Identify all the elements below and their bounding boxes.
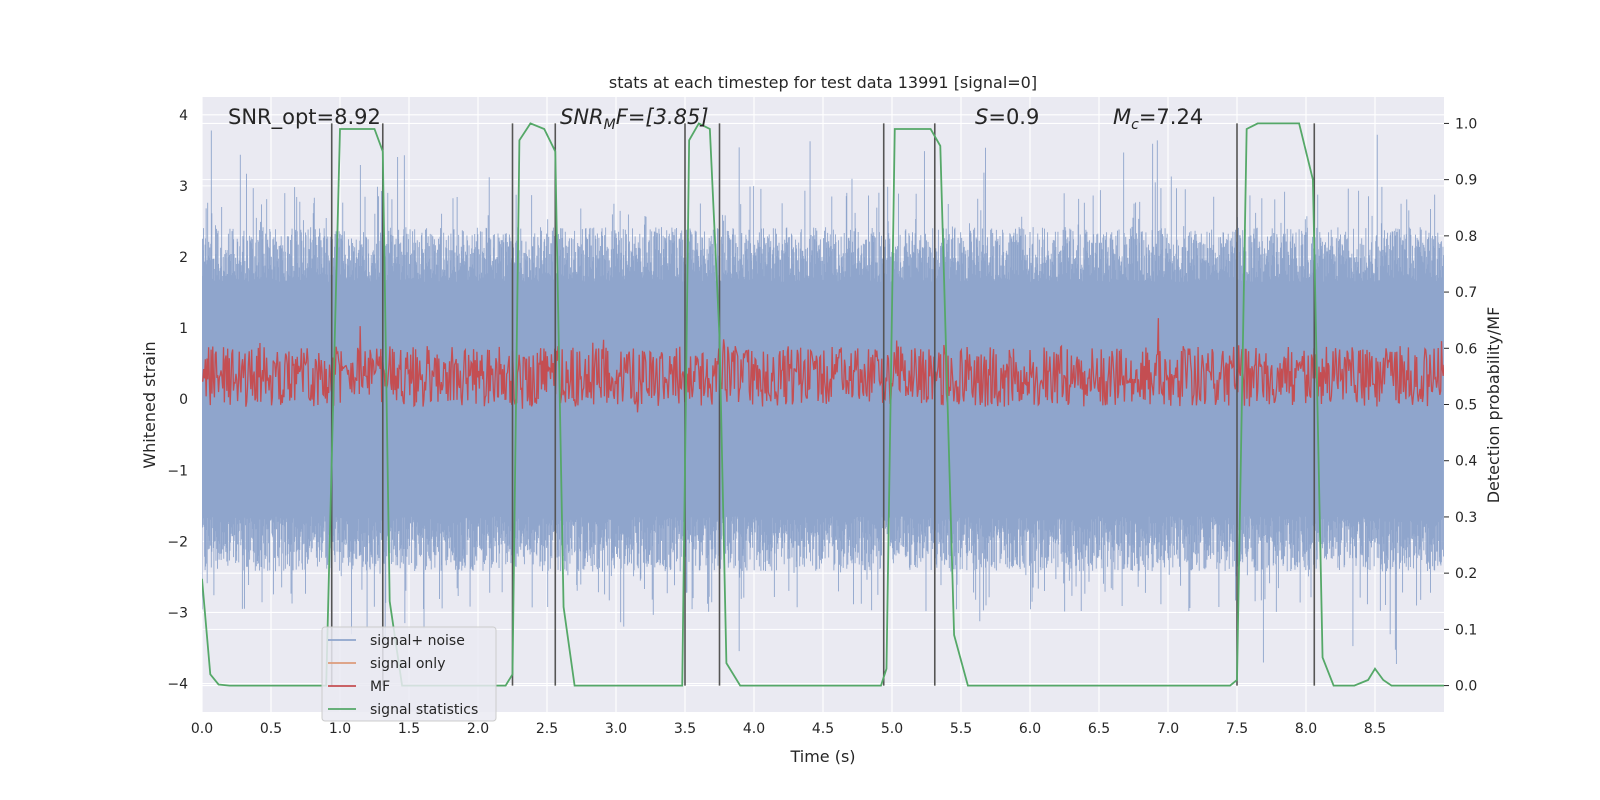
x-axis-ticks: 0.0 0.5 1.0 1.5 2.0 2.5 3.0 3.5 4.0 4.5 5.0 5.5 6.0 6… (191, 721, 1386, 737)
y2-axis-ticks: 1.0 0.9 0.8 0.7 0.6 0.5 0.4 0.3 0.2 0.1 0.0 (1444, 116, 1477, 695)
x-tick-label: 2.0 (467, 721, 489, 737)
y2-tick-label: 0.8 (1455, 229, 1477, 245)
y-tick-label: 1 (179, 321, 188, 337)
y-tick-label: −1 (167, 463, 188, 479)
y2-tick-label: 0.3 (1455, 510, 1477, 526)
y-tick-label: −2 (167, 534, 188, 550)
s-annotation: S=0.9 (975, 105, 1039, 129)
y-tick-label: 0 (179, 392, 188, 408)
y2-tick-label: 0.7 (1455, 285, 1477, 301)
x-tick-label: 5.5 (950, 721, 972, 737)
y2-tick-label: 0.6 (1455, 341, 1477, 357)
y2-tick-label: 0.5 (1455, 398, 1477, 414)
x-tick-label: 6.0 (1019, 721, 1041, 737)
y2-tick-label: 0.9 (1455, 173, 1477, 189)
x-tick-label: 8.0 (1295, 721, 1317, 737)
legend-label-mf: MF (370, 679, 390, 695)
y-tick-label: 3 (179, 179, 188, 195)
chart-title: stats at each timestep for test data 139… (609, 73, 1037, 92)
y-axis-label: Whitened strain (140, 341, 159, 468)
x-tick-label: 6.5 (1088, 721, 1110, 737)
y-tick-label: −4 (167, 677, 188, 693)
mc-annotation: Mc=7.24 (1113, 105, 1203, 133)
x-tick-label: 7.0 (1157, 721, 1179, 737)
x-tick-label: 2.5 (536, 721, 558, 737)
x-tick-label: 5.0 (881, 721, 903, 737)
x-tick-label: 4.5 (812, 721, 834, 737)
signal-statistics-line (202, 122, 1444, 687)
legend-box (321, 626, 497, 722)
snr-opt-annotation: SNR_opt=8.92 (228, 105, 381, 130)
legend-label-signal-statistics: signal statistics (370, 702, 478, 718)
y2-tick-label: 0.0 (1455, 679, 1477, 695)
x-tick-label: 3.0 (605, 721, 627, 737)
x-tick-label: 3.5 (674, 721, 696, 737)
x-axis-label: Time (s) (789, 747, 855, 766)
y2-tick-label: 1.0 (1455, 116, 1477, 132)
legend-label-signal-only: signal only (370, 656, 445, 672)
y2-axis-label: Detection probability/MF (1484, 307, 1503, 504)
signal-statistics-series (202, 122, 1444, 687)
y2-tick-label: 0.4 (1455, 454, 1477, 470)
x-tick-label: 0.5 (260, 721, 282, 737)
y-tick-label: 4 (179, 108, 188, 124)
x-tick-label: 1.5 (398, 721, 420, 737)
y-tick-label: 2 (179, 250, 188, 266)
y2-tick-label: 0.2 (1455, 566, 1477, 582)
x-tick-label: 0.0 (191, 721, 213, 737)
x-tick-label: 4.0 (743, 721, 765, 737)
y-axis-ticks: 4 3 2 1 0 −1 −2 −3 −4 (167, 108, 188, 693)
x-tick-label: 1.0 (329, 721, 351, 737)
snr-mf-annotation: SNRMF=[3.85] (560, 105, 709, 133)
y2-tick-label: 0.1 (1455, 622, 1477, 638)
legend-label-signal-noise: signal+ noise (370, 633, 465, 649)
x-tick-label: 8.5 (1364, 721, 1386, 737)
x-tick-label: 7.5 (1226, 721, 1248, 737)
y-tick-label: −3 (167, 605, 188, 621)
legend: signal+ noise signal only MF signal stat… (321, 626, 497, 722)
